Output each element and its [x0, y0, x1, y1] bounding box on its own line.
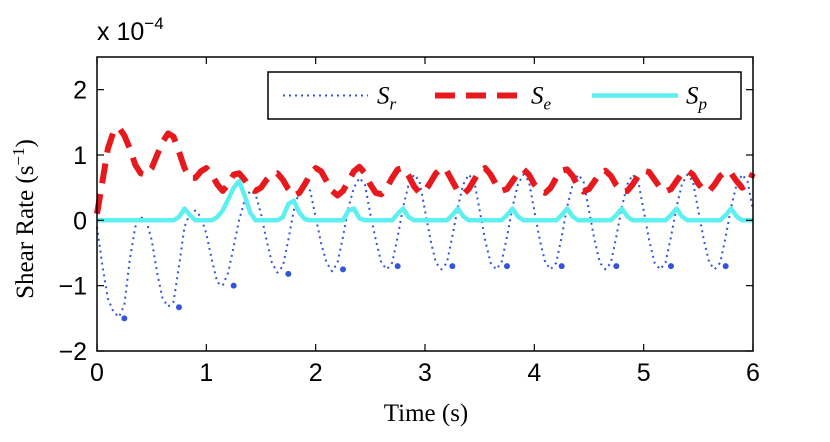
legend-label-se: Se [531, 83, 552, 114]
y-tick-label: −2 [58, 338, 87, 366]
series-marker [285, 270, 292, 277]
plot-area [94, 124, 756, 322]
x-axis-label: Time (s) [384, 400, 469, 427]
series-marker [668, 263, 674, 270]
x-tick-label: 3 [418, 359, 432, 387]
y-axis-label: Shear Rate (s−1) [9, 139, 39, 299]
axes: 0 1 2 3 4 5 6 −2 −1 0 1 2 [58, 56, 760, 387]
x-tick-label: 5 [637, 359, 651, 387]
legend-label-sr: Sr [377, 83, 397, 114]
axis-exponent-label: x 10−4 [97, 14, 164, 46]
series-marker [504, 263, 510, 270]
x-tick-label: 1 [199, 359, 213, 387]
y-tick-label: 1 [73, 142, 87, 170]
x-tick-label: 4 [527, 359, 541, 387]
series-line-sr [96, 173, 754, 318]
legend: Sr Se Sp [267, 71, 742, 120]
series-marker [340, 266, 346, 273]
y-tick-label: 0 [73, 207, 87, 235]
legend-label-sp: Sp [686, 83, 707, 114]
series-marker [722, 263, 729, 270]
y-tick-label: 2 [73, 77, 87, 105]
y-tick-label: −1 [58, 273, 87, 301]
x-tick-label: 2 [309, 359, 323, 387]
series-line-se [94, 124, 756, 215]
series-marker [230, 282, 237, 289]
series-line-sp [97, 178, 753, 223]
series-marker [449, 263, 456, 270]
series-marker [121, 315, 128, 322]
series-marker [613, 263, 620, 270]
series-marker [176, 304, 182, 311]
series-marker [394, 263, 401, 270]
x-tick-label: 6 [746, 359, 760, 387]
series-marker [558, 263, 565, 270]
x-tick-label: 0 [90, 359, 104, 387]
